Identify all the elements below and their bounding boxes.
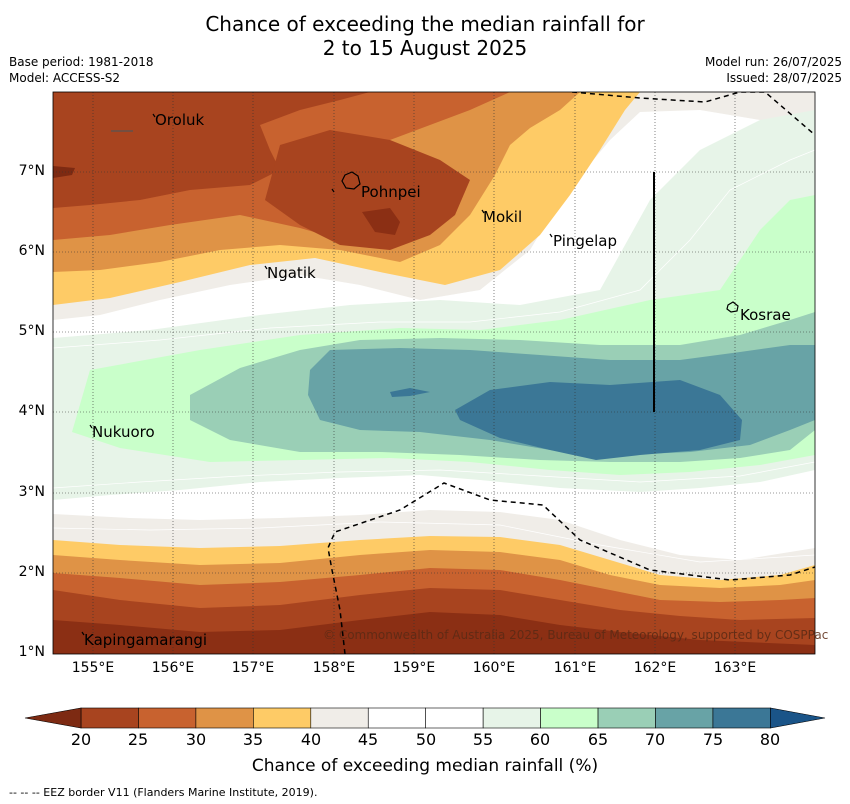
colorbar-tick: 70	[644, 730, 666, 749]
issued-date: Issued: 28/07/2025	[726, 71, 842, 85]
place-nukuoro: Nukuoro	[92, 423, 155, 441]
lon-tick: 158°E	[312, 660, 356, 676]
place-kosrae: Kosrae	[740, 306, 791, 324]
band-20-pohnpei	[265, 130, 470, 250]
lon-tick: 160°E	[472, 660, 516, 676]
colorbar-tick: 35	[242, 730, 264, 749]
lon-tick: 156°E	[151, 660, 195, 676]
colorbar-swatch	[425, 707, 484, 729]
colorbar-tick: 50	[415, 730, 437, 749]
colorbar-swatch	[195, 707, 254, 729]
place-pingelap: Pingelap	[553, 232, 618, 250]
place-pohnpei: Pohnpei	[361, 183, 421, 201]
colorbar-swatch	[253, 707, 312, 729]
colorbar-title: Chance of exceeding median rainfall (%)	[251, 756, 599, 776]
colorbar-swatch	[138, 707, 197, 729]
lon-tick: 162°E	[633, 660, 677, 676]
lon-tick: 161°E	[553, 660, 597, 676]
colorbar-tick: 40	[300, 730, 322, 749]
meta-right: Model run: 26/07/2025 Issued: 28/07/2025	[705, 54, 842, 86]
pohnpei-outline	[341, 171, 361, 190]
eez-border-south	[327, 482, 815, 654]
colorbar-swatch	[655, 707, 714, 729]
base-period: Base period: 1981-2018	[9, 55, 154, 69]
lon-tick: 159°E	[392, 660, 436, 676]
band-15-west	[53, 166, 75, 178]
footnote: -- -- -- EEZ border V11 (Flanders Marine…	[9, 786, 318, 799]
colorbar-under-arrow	[24, 707, 82, 729]
colorbar-tick: 55	[472, 730, 494, 749]
place-mokil: Mokil	[483, 208, 523, 226]
colorbar-tick: 30	[185, 730, 207, 749]
colorbar-swatch	[80, 707, 139, 729]
lat-tick: 4°N	[18, 403, 45, 419]
colorbar-tick: 65	[587, 730, 609, 749]
contour-line	[53, 521, 815, 563]
meta-left: Base period: 1981-2018 Model: ACCESS-S2	[9, 54, 154, 86]
place-kapingamarangi: Kapingamarangi	[84, 631, 208, 649]
island-markers	[81, 113, 553, 636]
kosrae-outline	[726, 301, 739, 313]
place-oroluk: Oroluk	[155, 111, 205, 129]
colorbar-swatch	[367, 707, 427, 729]
lat-tick: 6°N	[18, 243, 45, 259]
map-field	[53, 92, 815, 654]
band-15-pohnpei	[362, 208, 400, 235]
eez-border	[327, 92, 815, 654]
lon-tick: 157°E	[231, 660, 275, 676]
model-run: Model run: 26/07/2025	[704, 55, 842, 69]
lat-tick: 2°N	[18, 564, 45, 580]
lat-tick: 7°N	[18, 163, 45, 179]
eez-border-north	[571, 92, 815, 136]
colorbar-swatch	[482, 707, 541, 729]
colorbar-tick: 25	[127, 730, 149, 749]
lat-tick: 5°N	[18, 323, 45, 339]
band-20-north	[53, 92, 370, 208]
colorbar-swatch	[712, 707, 771, 729]
title-line-2: 2 to 15 August 2025	[322, 36, 528, 60]
colorbar-over-arrow	[770, 707, 826, 729]
place-ngatik: Ngatik	[267, 264, 316, 282]
colorbar	[24, 707, 826, 729]
band-75-small	[390, 388, 430, 397]
lon-tick: 163°E	[713, 660, 757, 676]
colorbar-swatch	[597, 707, 656, 729]
lat-tick: 1°N	[18, 644, 45, 660]
colorbar-tick: 45	[357, 730, 379, 749]
map-title: Chance of exceeding the median rainfall …	[0, 12, 850, 60]
colorbar-swatch	[310, 707, 369, 729]
graticule	[53, 92, 815, 654]
lon-tick: 155°E	[71, 660, 115, 676]
model-name: Model: ACCESS-S2	[9, 71, 121, 85]
band-75	[455, 380, 742, 460]
copyright-notice: © Commonwealth of Australia 2025, Bureau…	[323, 628, 829, 642]
lat-tick: 3°N	[18, 484, 45, 500]
contour-line	[53, 461, 815, 489]
band-20-south	[53, 612, 815, 654]
colorbar-tick: 20	[70, 730, 92, 749]
colorbar-swatch	[540, 707, 599, 729]
colorbar-tick: 60	[529, 730, 551, 749]
colorbar-tick: 80	[759, 730, 781, 749]
map-frame	[52, 91, 816, 655]
colorbar-tick: 75	[702, 730, 724, 749]
title-line-1: Chance of exceeding the median rainfall …	[205, 12, 645, 36]
